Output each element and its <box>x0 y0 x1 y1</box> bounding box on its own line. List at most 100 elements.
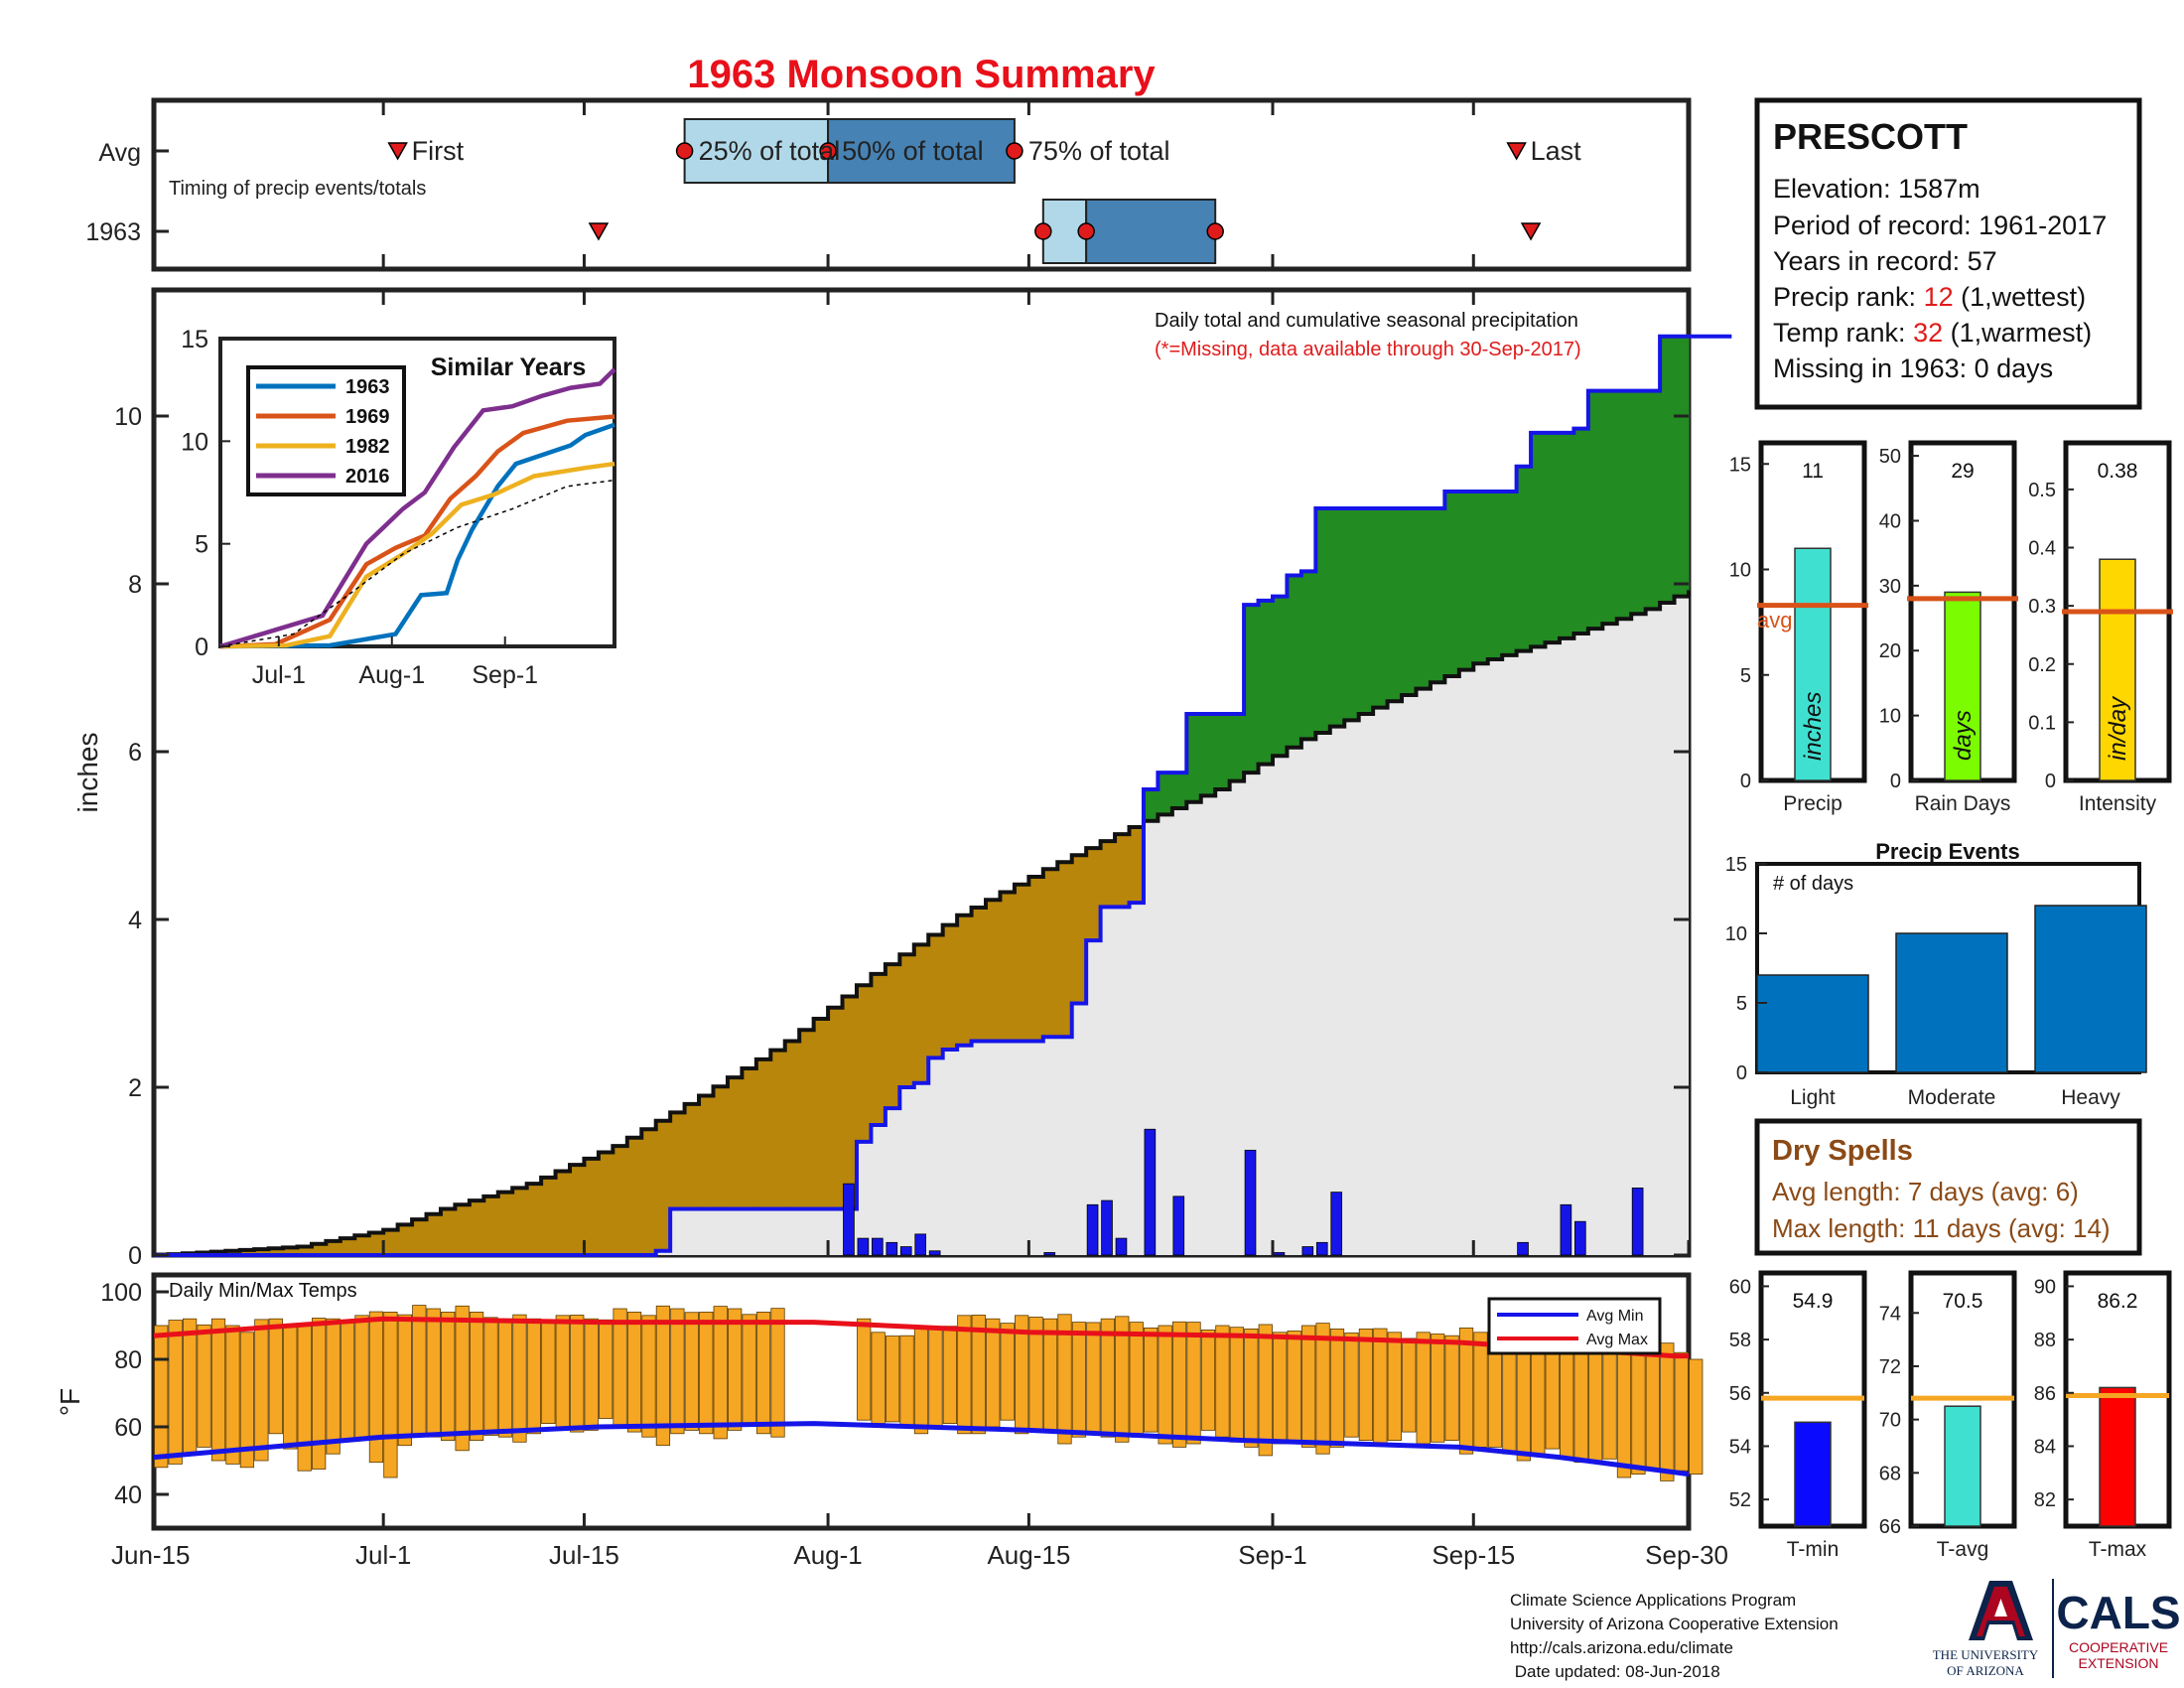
daily-temp-bar <box>197 1324 211 1448</box>
daily-temp-bar <box>182 1318 198 1455</box>
daily-temp-bar <box>1329 1329 1345 1448</box>
precip-panel-unit: inches <box>1800 692 1827 761</box>
daily-precip-bar <box>1244 1149 1257 1256</box>
tmin-panel-tick-label: 56 <box>1729 1383 1751 1405</box>
label-25pct: 25% of total <box>699 136 841 166</box>
rain-days-panel-tick-label: 20 <box>1879 640 1901 662</box>
daily-temp-bar <box>871 1332 886 1425</box>
daily-temp-bar <box>239 1332 255 1469</box>
deficit-segment <box>555 1171 571 1255</box>
deficit-segment <box>1115 834 1131 908</box>
ytick-label: 0 <box>128 1242 142 1270</box>
daily-temp-bar <box>1186 1322 1201 1445</box>
daily-temp-bar <box>1631 1345 1646 1476</box>
daily-temp-bar <box>268 1318 283 1435</box>
rain-days-panel-unit: days <box>1950 710 1977 761</box>
daily-temp-bar <box>1689 1358 1704 1475</box>
daily-temp-bar <box>397 1314 412 1447</box>
avg-cumulative-line <box>154 590 1691 1257</box>
inset-ytick-label: 15 <box>181 326 208 353</box>
rain-days-panel-tick-label: 10 <box>1879 706 1901 728</box>
daily-temp-bar <box>1144 1327 1159 1433</box>
precip-panel: 0 5 10 15 11 Precip inches <box>1729 440 1868 815</box>
deficit-segment <box>784 1041 800 1209</box>
tavg-panel-bar <box>1944 1405 1981 1527</box>
daily-precip-bar <box>914 1233 927 1256</box>
tavg-panel: 66 68 70 72 74 70.5 T-avg <box>1879 1270 2017 1561</box>
event-category-label: Moderate <box>1908 1086 1996 1109</box>
daily-temp-bar <box>670 1308 685 1435</box>
daily-temp-bar <box>1129 1322 1144 1435</box>
event-bar-light <box>1756 974 1869 1073</box>
surplus-segment <box>1473 492 1489 664</box>
station-info-frame <box>1754 97 2142 410</box>
precip-rank-label: Precip rank: <box>1773 282 1924 312</box>
tmax-panel: 82 84 86 88 90 86.2 T-max <box>2034 1270 2172 1561</box>
similar-years-inset: Similar Years 0 5 10 15 Jul-1 Aug-1 Sep-1 1963 1… <box>181 326 616 689</box>
deficit-segment <box>684 1103 700 1209</box>
daily-precip-bar <box>928 1250 941 1256</box>
intensity-panel-tick-label: 0.3 <box>2028 596 2056 618</box>
daily-temp-bar <box>684 1312 699 1431</box>
daily-temp-bar <box>254 1319 269 1462</box>
deficit-segment <box>742 1067 757 1209</box>
ytick-label: 4 <box>128 907 142 934</box>
inset-title: Similar Years <box>431 353 587 381</box>
surplus-segment <box>1645 390 1661 610</box>
event-ytick-label: 5 <box>1736 993 1747 1015</box>
precip-events-subtitle: # of days <box>1773 873 1853 895</box>
surplus-segment <box>1631 390 1647 615</box>
cals-wordmark: CALS <box>2056 1587 2180 1638</box>
temp-ytick-label: 40 <box>114 1481 142 1509</box>
intensity-panel-value: 0.38 <box>2098 460 2138 483</box>
surplus-segment <box>1516 466 1532 651</box>
temp-rank-note: (1,warmest) <box>1943 318 2092 348</box>
daily-temp-bar <box>368 1311 384 1464</box>
tmin-panel-bar <box>1794 1421 1832 1527</box>
daily-precip-bar <box>899 1246 912 1256</box>
deficit-segment <box>727 1077 743 1209</box>
station-info-box: PRESCOTT Elevation: 1587m Period of reco… <box>1754 97 2142 410</box>
deficit-segment <box>455 1204 471 1255</box>
tmax-panel-tick-label: 84 <box>2034 1436 2056 1458</box>
daily-precip-bar <box>1517 1241 1529 1256</box>
tmin-panel-tick-label: 60 <box>1729 1276 1751 1298</box>
ua-a-logo <box>1969 1581 2033 1640</box>
deficit-segment <box>755 1058 771 1209</box>
temp-ytick-label: 60 <box>114 1414 142 1442</box>
footer-url: http://cals.arizona.edu/climate <box>1510 1638 1733 1657</box>
deficit-segment <box>641 1129 657 1255</box>
inset-xtick-label: Jul-1 <box>252 661 306 689</box>
ua-name-line1: THE UNIVERSITY <box>1933 1647 2039 1662</box>
daily-precip-bar <box>1301 1246 1314 1256</box>
daily-temp-bar <box>154 1325 169 1469</box>
deficit-segment <box>598 1152 614 1255</box>
event-category-label: Light <box>1790 1086 1836 1109</box>
surplus-segment <box>1402 507 1418 695</box>
percentile-marker <box>1206 222 1224 240</box>
inset-ytick-label: 0 <box>195 633 208 661</box>
deficit-segment <box>326 1240 341 1255</box>
tmax-panel-tick-label: 90 <box>2034 1276 2056 1298</box>
temp-rank-value: 32 <box>1913 318 1943 348</box>
deficit-segment <box>497 1192 513 1255</box>
temperature-chart-frame <box>151 1272 1692 1531</box>
deficit-segment <box>1000 892 1016 1042</box>
inset-ytick-label: 10 <box>181 428 208 456</box>
station-precip-rank: Precip rank: 12 (1,wettest) <box>1773 282 2086 312</box>
rain-days-panel-tick-label: 40 <box>1879 510 1901 532</box>
footer-date: Date updated: 08-Jun-2018 <box>1510 1662 1720 1681</box>
daily-temp-bar <box>899 1335 914 1428</box>
daily-temp-bar <box>526 1318 542 1435</box>
rain-days-panel: 0 10 20 30 40 50 29 Rain Days days <box>1879 440 2018 815</box>
daily-temp-bar <box>1560 1338 1574 1458</box>
footer: Climate Science Applications Program Uni… <box>1510 1591 1839 1681</box>
daily-temp-bar <box>497 1318 513 1438</box>
xtick-label: Jun-15 <box>111 1540 191 1570</box>
tmin-panel-value: 54.9 <box>1793 1290 1834 1313</box>
daily-temp-bar <box>1602 1347 1617 1460</box>
similar-avg-line <box>219 479 615 647</box>
daily-temp-bar <box>412 1305 427 1435</box>
deficit-segment <box>297 1246 313 1255</box>
daily-temp-bar <box>312 1318 327 1470</box>
